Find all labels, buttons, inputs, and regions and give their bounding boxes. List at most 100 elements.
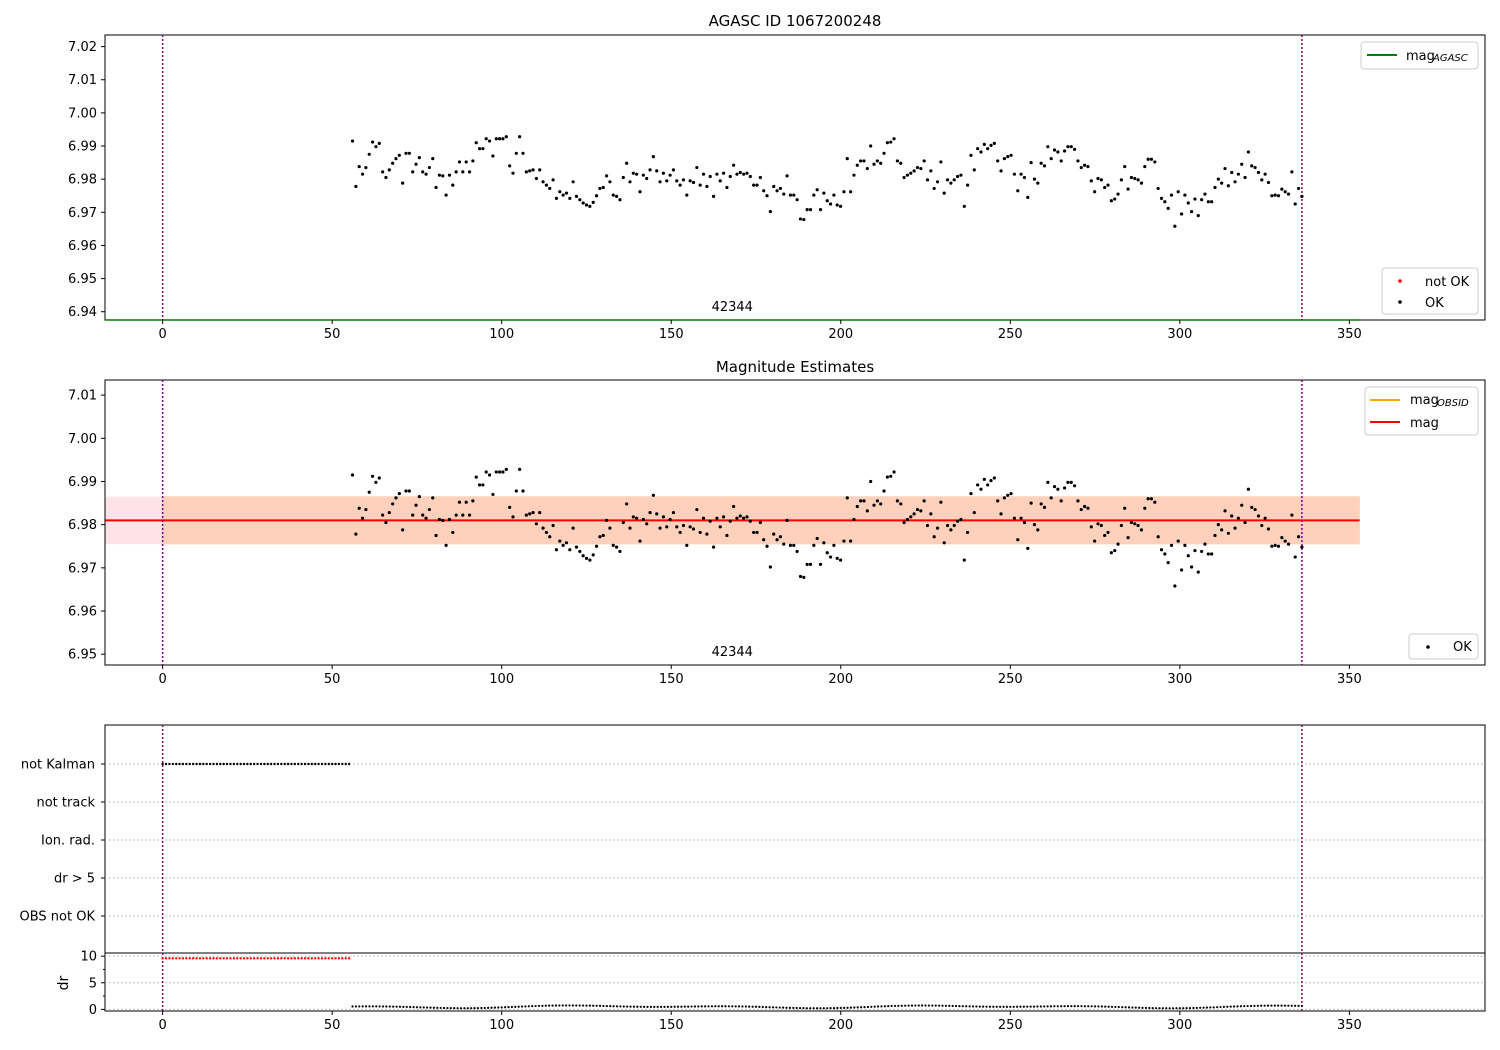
dr-point — [585, 1004, 588, 1007]
data-point — [491, 154, 495, 158]
data-point — [705, 532, 709, 536]
data-point — [1032, 523, 1037, 527]
dr-not-ok-point — [198, 957, 202, 960]
dr-point — [1070, 1005, 1073, 1008]
dr-point — [1202, 1006, 1205, 1009]
dr-point — [819, 1007, 822, 1010]
x-tick-label: 250 — [998, 672, 1023, 687]
dr-point — [768, 1006, 771, 1009]
not-kalman-point — [181, 762, 185, 766]
dr-point — [704, 1005, 707, 1008]
data-point — [1283, 539, 1287, 543]
dr-point — [602, 1004, 605, 1008]
dr-point — [626, 1005, 629, 1008]
data-point — [865, 166, 869, 171]
dr-point — [1110, 1005, 1114, 1008]
data-point — [979, 150, 983, 154]
dr-point — [1080, 1005, 1083, 1008]
data-point — [401, 181, 405, 185]
dr-point — [565, 1004, 568, 1007]
data-point — [1133, 176, 1137, 181]
dr-point — [554, 1004, 558, 1007]
data-point — [384, 175, 388, 180]
data-point — [411, 170, 415, 174]
dr-point — [663, 1005, 666, 1008]
data-point — [1300, 194, 1304, 198]
legend-line-label: mag — [1406, 49, 1435, 64]
dr-not-ok-point — [256, 957, 259, 960]
data-point — [828, 202, 833, 206]
dr-point — [846, 1006, 849, 1009]
data-point — [1176, 539, 1180, 543]
data-point — [1066, 145, 1070, 149]
data-point — [1296, 535, 1301, 539]
data-point — [872, 503, 876, 507]
data-point — [959, 173, 963, 177]
legend-point-label: OK — [1425, 296, 1444, 311]
flag-category-label: not track — [36, 796, 95, 811]
data-point — [785, 174, 789, 178]
y-tick-label: 10 — [80, 950, 97, 965]
data-point — [1069, 145, 1073, 149]
dr-point — [1222, 1005, 1226, 1009]
data-point — [1113, 548, 1117, 553]
dr-point — [1171, 1007, 1175, 1010]
dr-point — [1205, 1006, 1209, 1009]
dr-point — [985, 1005, 988, 1008]
data-point — [815, 188, 819, 192]
plot-content: 0 50 100 150 200 250 300 350 0 5 10 — [80, 950, 1485, 1033]
not-kalman-point — [225, 762, 229, 766]
legend-point-label: not OK — [1425, 275, 1470, 290]
flag-category-label: Ion. rad. — [41, 834, 95, 849]
dr-point — [426, 1006, 429, 1009]
data-point — [872, 162, 876, 166]
dr-point — [1114, 1005, 1117, 1009]
data-point — [1039, 161, 1043, 165]
not-kalman-point — [280, 762, 283, 766]
data-point — [1280, 536, 1284, 540]
dr-point — [490, 1006, 493, 1009]
dr-point — [809, 1007, 812, 1010]
data-point — [1176, 190, 1180, 194]
dr-point — [385, 1005, 388, 1008]
data-point — [795, 198, 799, 202]
data-point — [1179, 568, 1184, 572]
dr-point — [741, 1005, 744, 1008]
dr-not-ok-point — [273, 957, 276, 960]
dr-point — [1294, 1004, 1297, 1007]
data-point — [1072, 147, 1077, 151]
data-point — [1109, 199, 1113, 203]
dr-point — [734, 1005, 737, 1008]
data-point — [1022, 175, 1027, 180]
data-point — [645, 522, 649, 526]
data-point — [464, 160, 468, 164]
data-point — [477, 147, 482, 151]
dr-point — [1093, 1005, 1097, 1008]
dr-point — [1246, 1004, 1249, 1008]
data-point — [1036, 181, 1040, 185]
data-point — [501, 137, 505, 141]
data-point — [1196, 214, 1200, 218]
data-point — [698, 183, 702, 187]
dr-point — [1185, 1007, 1188, 1010]
dr-point — [829, 1007, 832, 1010]
data-point — [1300, 545, 1304, 549]
data-point — [461, 513, 465, 517]
not-kalman-point — [273, 762, 276, 766]
data-point — [431, 496, 435, 500]
data-point — [1236, 172, 1240, 176]
data-point — [1283, 190, 1287, 194]
data-point — [1139, 181, 1144, 185]
data-point — [1296, 186, 1301, 191]
data-point — [935, 180, 940, 184]
data-point — [484, 137, 488, 141]
data-point — [1116, 542, 1120, 546]
data-point — [986, 483, 990, 487]
dr-point — [1280, 1004, 1283, 1007]
dr-point — [381, 1005, 385, 1008]
dr-point — [1127, 1006, 1131, 1009]
dr-point — [466, 1007, 469, 1010]
data-point — [504, 135, 508, 139]
data-point — [354, 184, 358, 189]
data-point — [1049, 157, 1053, 161]
